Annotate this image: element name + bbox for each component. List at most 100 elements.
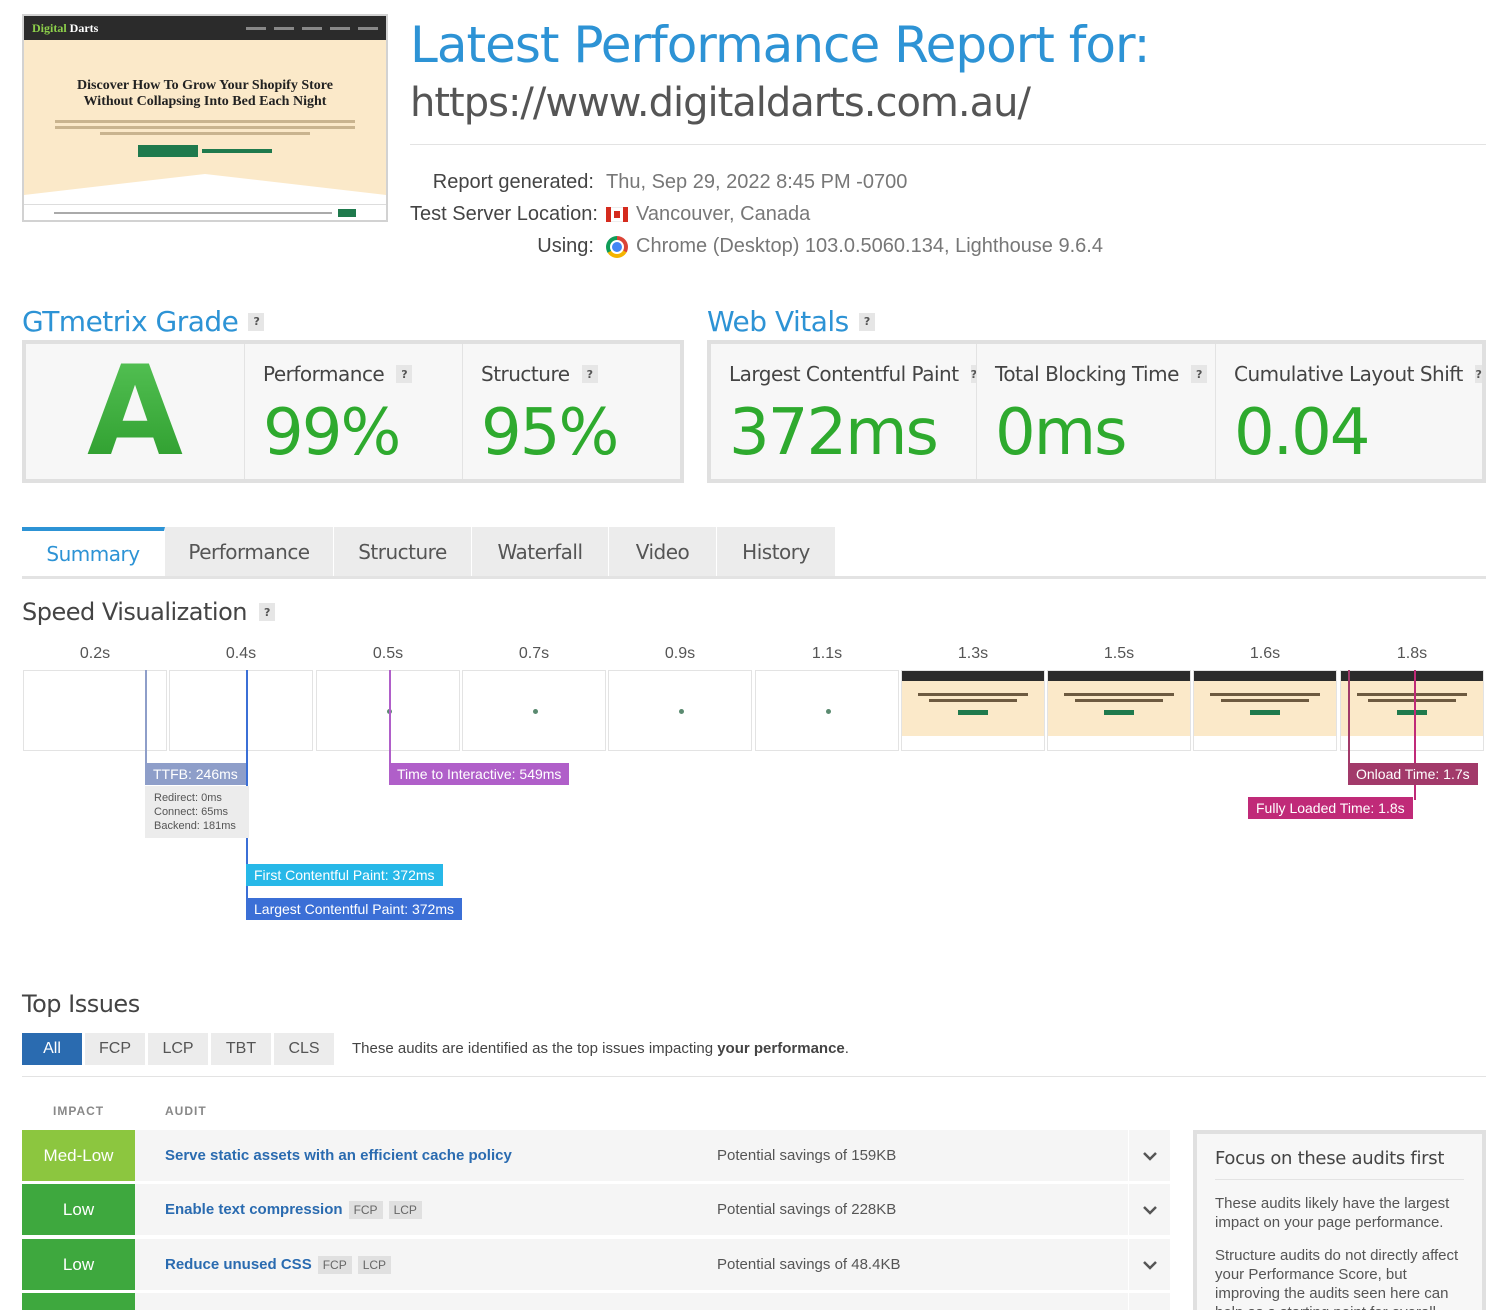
- audit-savings: Potential savings of 228KB: [717, 1201, 897, 1218]
- audit-savings: Potential savings of 48.4KB: [717, 1256, 901, 1273]
- server-location-label: Test Server Location:: [410, 203, 598, 225]
- using-value: Chrome (Desktop) 103.0.5060.134, Lightho…: [636, 235, 1103, 257]
- thumbnail-nav: Digital Darts: [24, 16, 386, 40]
- impact-badge: [22, 1293, 135, 1310]
- structure-label: Structure: [481, 362, 570, 386]
- filmstrip-frame[interactable]: [169, 670, 313, 751]
- speed-help-icon[interactable]: ?: [258, 603, 275, 621]
- cls-label: Cumulative Layout Shift: [1234, 362, 1463, 386]
- fully-loaded-line: [1414, 670, 1416, 800]
- focus-title: Focus on these audits first: [1215, 1148, 1464, 1180]
- lcp-marker: Largest Contentful Paint: 372ms: [246, 898, 463, 920]
- performance-score: 99%: [263, 396, 401, 470]
- speed-visualization-heading: Speed Visualization ?: [22, 598, 275, 626]
- frame-time-label: 1.6s: [1249, 645, 1281, 662]
- report-generated-label: Report generated:: [432, 171, 594, 193]
- performance-help-icon[interactable]: ?: [396, 365, 413, 383]
- report-generated-row: Report generated: Thu, Sep 29, 2022 8:45…: [410, 171, 908, 194]
- ttfb-marker: TTFB: 246ms: [145, 763, 246, 785]
- ttfb-breakdown: Redirect: 0ms Connect: 65ms Backend: 181…: [145, 786, 249, 838]
- audit-name[interactable]: Enable text compression: [165, 1201, 343, 1218]
- chevron-down-icon[interactable]: [1128, 1184, 1170, 1235]
- tab-performance[interactable]: Performance: [165, 527, 334, 576]
- filter-all[interactable]: All: [22, 1033, 82, 1065]
- filter-cls[interactable]: CLS: [274, 1033, 334, 1065]
- canada-flag-icon: [606, 207, 628, 222]
- issue-row[interactable]: Low Enable text compression FCP LCP Potentia…: [22, 1184, 1170, 1235]
- tab-video[interactable]: Video: [609, 527, 717, 576]
- chevron-down-icon[interactable]: [1128, 1130, 1170, 1181]
- tbt-help-icon[interactable]: ?: [1190, 365, 1207, 383]
- tab-summary[interactable]: Summary: [22, 527, 165, 576]
- filmstrip-frame[interactable]: [23, 670, 167, 751]
- thumbnail-headline: Discover How To Grow Your Shopify Store …: [77, 78, 333, 109]
- grade-letter: A: [87, 339, 183, 484]
- structure-score: 95%: [481, 396, 619, 470]
- loading-dot: [826, 709, 831, 714]
- cls-cell: Cumulative Layout Shift? 0.04: [1215, 344, 1482, 479]
- grade-letter-cell: A: [26, 339, 244, 484]
- report-tabs: Summary Performance Structure Waterfall …: [22, 527, 1486, 579]
- focus-text-2: Structure audits do not directly affect …: [1215, 1247, 1459, 1310]
- tab-structure[interactable]: Structure: [334, 527, 472, 576]
- lcp-value: 372ms: [729, 396, 939, 470]
- lcp-help-icon[interactable]: ?: [970, 365, 977, 383]
- top-issues-heading: Top Issues: [22, 990, 140, 1018]
- page-preview: [1048, 671, 1190, 750]
- focus-text-1: These audits likely have the largest imp…: [1215, 1195, 1450, 1231]
- filter-tbt[interactable]: TBT: [211, 1033, 271, 1065]
- divider: [22, 1076, 1486, 1077]
- structure-score-cell: Structure? 95%: [462, 344, 680, 479]
- web-vitals-panel: Largest Contentful Paint? 372ms Total Bl…: [707, 340, 1486, 483]
- fcp-marker: First Contentful Paint: 372ms: [246, 864, 443, 886]
- report-title: Latest Performance Report for:: [410, 16, 1151, 74]
- web-vitals-heading: Web Vitals ?: [707, 305, 875, 338]
- report-generated-value: Thu, Sep 29, 2022 8:45 PM -0700: [606, 171, 908, 193]
- filmstrip-frame[interactable]: [1193, 670, 1337, 751]
- frame-time-label: 0.4s: [225, 645, 257, 662]
- chevron-down-icon[interactable]: [1128, 1239, 1170, 1290]
- cls-help-icon[interactable]: ?: [1474, 365, 1482, 383]
- vitals-help-icon[interactable]: ?: [858, 312, 875, 331]
- frame-time-label: 0.2s: [79, 645, 111, 662]
- structure-help-icon[interactable]: ?: [581, 365, 598, 383]
- chevron-down-icon[interactable]: [1128, 1293, 1170, 1310]
- page-preview: [902, 671, 1044, 750]
- thumbnail-logo: Digital Darts: [32, 20, 99, 35]
- server-location-value: Vancouver, Canada: [636, 203, 811, 225]
- grade-help-icon[interactable]: ?: [248, 312, 265, 331]
- filmstrip-frame[interactable]: [1340, 670, 1484, 751]
- issue-filters: All FCP LCP TBT CLS: [22, 1033, 334, 1065]
- server-location-row: Test Server Location: Vancouver, Canada: [410, 203, 810, 226]
- frame-time-label: 1.1s: [811, 645, 843, 662]
- issue-row[interactable]: [22, 1293, 1170, 1310]
- filmstrip-frame[interactable]: [608, 670, 752, 751]
- impact-badge: Med-Low: [22, 1130, 135, 1181]
- filmstrip-frame[interactable]: [755, 670, 899, 751]
- filmstrip-frame[interactable]: [316, 670, 460, 751]
- audit-name[interactable]: Serve static assets with an efficient ca…: [165, 1147, 512, 1164]
- issue-row[interactable]: Med-Low Serve static assets with an effic…: [22, 1130, 1170, 1181]
- filter-lcp[interactable]: LCP: [148, 1033, 208, 1065]
- divider: [410, 144, 1486, 145]
- site-screenshot-thumbnail: Digital Darts Discover How To Grow Your …: [22, 14, 388, 222]
- metric-tag: FCP: [317, 1255, 352, 1274]
- using-row: Using: Chrome (Desktop) 103.0.5060.134, …: [410, 235, 1103, 258]
- loading-dot: [679, 709, 684, 714]
- frame-time-label: 0.9s: [664, 645, 696, 662]
- report-url[interactable]: https://www.digitaldarts.com.au/: [410, 80, 1031, 126]
- filmstrip-frame[interactable]: [462, 670, 606, 751]
- frame-time-label: 1.8s: [1396, 645, 1428, 662]
- filter-fcp[interactable]: FCP: [85, 1033, 145, 1065]
- chrome-icon: [606, 235, 628, 258]
- issue-row[interactable]: Low Reduce unused CSS FCP LCP Potential savi…: [22, 1239, 1170, 1290]
- lcp-label: Largest Contentful Paint: [729, 362, 959, 386]
- filmstrip-frame[interactable]: [1047, 670, 1191, 751]
- audit-name[interactable]: Reduce unused CSS: [165, 1256, 312, 1273]
- focus-audits-panel: Focus on these audits first These audits…: [1193, 1130, 1486, 1310]
- tab-waterfall[interactable]: Waterfall: [472, 527, 609, 576]
- cls-value: 0.04: [1234, 396, 1371, 470]
- tab-history[interactable]: History: [717, 527, 836, 576]
- filmstrip-frame[interactable]: [901, 670, 1045, 751]
- impact-badge: Low: [22, 1239, 135, 1290]
